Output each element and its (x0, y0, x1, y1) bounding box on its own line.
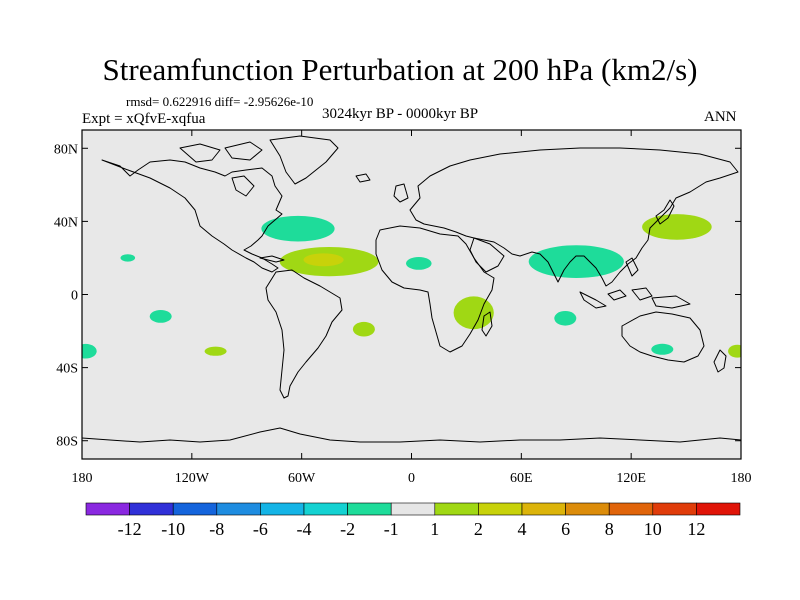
colorbar-label-3: -6 (253, 519, 268, 539)
lat-label-80N: 80N (54, 142, 78, 157)
field-feature-central-pacific-n-negative (120, 254, 136, 262)
lon-label-0: 180 (72, 471, 93, 486)
colorbar-label-8: 2 (474, 519, 483, 539)
colorbar-box-4 (260, 502, 305, 516)
season-label: ANN (704, 109, 737, 125)
coastline-new-zealand (713, 349, 727, 373)
colorbar-box-3 (216, 502, 261, 516)
stats-line: rmsd= 0.622916 diff= -2.95626e-10 (126, 94, 314, 109)
field-feature-southern-africa-positive (453, 296, 494, 330)
colorbar-box-1 (129, 502, 174, 516)
colorbar-label-10: 6 (561, 519, 570, 539)
colorbar-label-4: -4 (297, 519, 312, 539)
colorbar-box-0 (85, 502, 130, 516)
coastline-caribbean (259, 255, 285, 263)
lat-label-40N: 40N (54, 215, 78, 230)
colorbar-label-13: 12 (687, 519, 705, 539)
field-feature-dateline-south-positive (728, 344, 741, 358)
coastline-arctic-islands (179, 141, 263, 163)
colorbar-box-13 (652, 502, 697, 516)
coastline-africa (375, 225, 495, 353)
colorbar-box-6 (347, 502, 392, 516)
plot-title: Streamfunction Perturbation at 200 hPa (… (102, 52, 698, 87)
colorbar-box-11 (565, 502, 610, 516)
colorbar-label-5: -2 (340, 519, 355, 539)
colorbar-box-10 (521, 502, 566, 516)
field-feature-east-asian-jet-positive (642, 214, 712, 240)
colorbar-box-2 (172, 502, 218, 516)
lat-label-0: 0 (71, 289, 78, 304)
coastline-south-america (265, 269, 343, 399)
coastline-antarctica (81, 427, 742, 443)
coastline-iceland (355, 173, 371, 183)
coastline-eurasia (409, 147, 739, 287)
map-background (82, 130, 741, 459)
field-feature-south-atlantic-positive (352, 321, 375, 337)
colorbar-box-9 (478, 502, 523, 516)
experiment-label: Expt = xQfvE-xqfua (82, 111, 206, 127)
colorbar-label-1: -10 (161, 519, 185, 539)
colorbar-label-11: 8 (605, 519, 614, 539)
field-feature-asian-monsoon-negative (528, 245, 624, 278)
field-feature-east-pacific-s-negative (149, 310, 172, 323)
coastline-hudson-bay (231, 175, 255, 197)
lat-label-40S: 40S (56, 362, 78, 377)
lon-label-6: 180 (731, 471, 752, 486)
lon-label-3: 0 (408, 471, 415, 486)
colorbar-box-8 (434, 502, 479, 516)
coastline-uk (393, 183, 409, 203)
coastline-madagascar (481, 311, 493, 337)
lon-label-2: 60W (288, 471, 316, 486)
field-feature-dateline-south-negative (82, 343, 97, 359)
field-feature-indian-ocean-s-negative (554, 311, 577, 326)
colorbar-label-12: 10 (644, 519, 662, 539)
coastlines (81, 135, 742, 443)
colorbar-label-2: -8 (209, 519, 224, 539)
axis-ticks: 80N 40N 0 40S 80S 180 120W 60W 0 60E 120E 180 (54, 130, 752, 486)
coastline-indonesia (579, 257, 691, 309)
field-feature-tropical-atlantic-positive-core (303, 253, 344, 267)
colorbar-label-0: -12 (118, 519, 142, 539)
period-label: 3024kyr BP - 0000kyr BP (322, 106, 479, 122)
coastline-greenland (269, 135, 339, 185)
field-feature-north-atlantic-negative (261, 215, 335, 242)
lon-label-4: 60E (510, 471, 533, 486)
colorbar-label-9: 4 (518, 519, 527, 539)
field-feature-australia-south-negative (651, 343, 674, 355)
colorbar-box-12 (608, 502, 654, 516)
colorbar-box-7 (390, 502, 436, 516)
lon-label-5: 120E (616, 471, 646, 486)
coastline-australia (621, 311, 705, 363)
lon-label-1: 120W (175, 471, 210, 486)
field-feature-west-african-negative (406, 257, 432, 270)
colorbar-label-7: 1 (430, 519, 439, 539)
coastline-japan (655, 199, 675, 225)
colorbar-label-6: -1 (384, 519, 399, 539)
field-feature-south-pacific-positive (204, 346, 227, 356)
lat-label-80S: 80S (56, 435, 78, 450)
colorbar-box-5 (303, 502, 348, 516)
coastline-north-america (101, 159, 283, 273)
colorbar: -12 -10 -8 -6 -4 -2 -1 1 2 4 6 8 10 12 (85, 502, 741, 539)
colorbar-box-14 (696, 502, 741, 516)
